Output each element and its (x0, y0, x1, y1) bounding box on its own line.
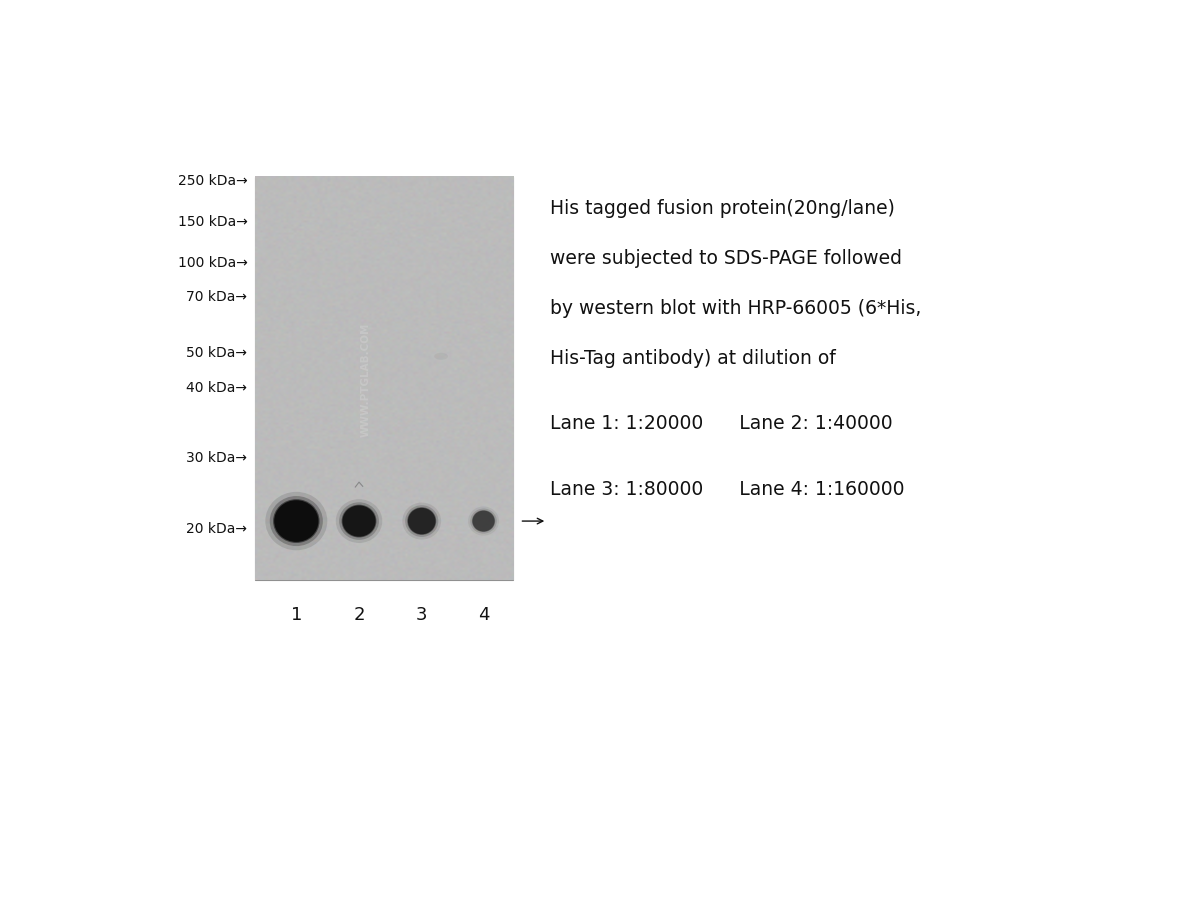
Text: 100 kDa→: 100 kDa→ (177, 255, 248, 270)
Text: 30 kDa→: 30 kDa→ (187, 451, 248, 465)
Text: 4: 4 (477, 605, 489, 622)
Ellipse shape (265, 492, 327, 550)
Text: His tagged fusion protein(20ng/lane): His tagged fusion protein(20ng/lane) (550, 198, 895, 217)
Ellipse shape (342, 505, 376, 538)
Ellipse shape (472, 511, 495, 532)
Text: Lane 3: 1:80000      Lane 4: 1:160000: Lane 3: 1:80000 Lane 4: 1:160000 (550, 480, 904, 499)
Text: by western blot with HRP-66005 (6*His,: by western blot with HRP-66005 (6*His, (550, 299, 921, 318)
Text: WWW.PTGLAB.COM: WWW.PTGLAB.COM (361, 322, 370, 437)
Ellipse shape (408, 509, 436, 535)
Ellipse shape (402, 503, 441, 540)
Text: 2: 2 (353, 605, 365, 622)
Ellipse shape (336, 500, 382, 543)
Text: His-Tag antibody) at dilution of: His-Tag antibody) at dilution of (550, 348, 835, 367)
Ellipse shape (273, 500, 320, 543)
Text: 70 kDa→: 70 kDa→ (187, 290, 248, 304)
Ellipse shape (434, 354, 447, 361)
Ellipse shape (270, 496, 322, 547)
Ellipse shape (407, 508, 437, 536)
Text: 40 kDa→: 40 kDa→ (187, 381, 248, 394)
Text: 250 kDa→: 250 kDa→ (177, 174, 248, 189)
Ellipse shape (339, 502, 378, 540)
Ellipse shape (343, 506, 376, 537)
Text: 3: 3 (416, 605, 427, 622)
Bar (255, 178, 513, 581)
Ellipse shape (472, 511, 495, 532)
Ellipse shape (470, 509, 496, 534)
Text: 20 kDa→: 20 kDa→ (187, 521, 248, 536)
Text: Lane 1: 1:20000      Lane 2: 1:40000: Lane 1: 1:20000 Lane 2: 1:40000 (550, 414, 892, 433)
Text: 1: 1 (290, 605, 302, 622)
Text: were subjected to SDS-PAGE followed: were subjected to SDS-PAGE followed (550, 249, 902, 268)
Ellipse shape (468, 507, 499, 536)
Text: 50 kDa→: 50 kDa→ (187, 345, 248, 360)
Ellipse shape (274, 501, 319, 542)
Text: 150 kDa→: 150 kDa→ (177, 215, 248, 228)
Ellipse shape (405, 506, 438, 538)
